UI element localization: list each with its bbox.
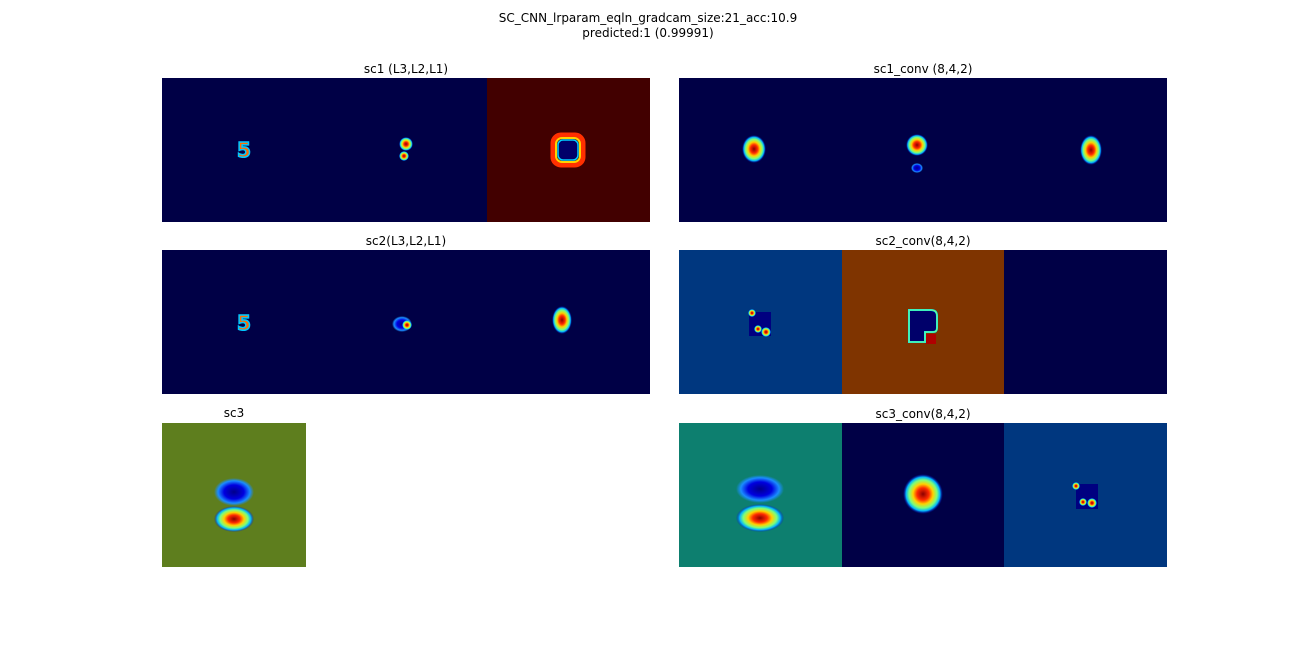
heatmap-sc3-conv xyxy=(679,423,1167,567)
figure-title: SC_CNN_lrparam_eqln_gradcam_size:21_acc:… xyxy=(0,11,1296,41)
svg-text:5: 5 xyxy=(237,138,251,162)
panel-title-sc3-conv: sc3_conv(8,4,2) xyxy=(875,407,971,421)
heatmap-sc2-conv xyxy=(679,250,1167,394)
figure-title-line2: predicted:1 (0.99991) xyxy=(582,26,714,40)
heatmap-sc1: 5 xyxy=(162,78,650,222)
panel-title-sc2-conv: sc2_conv(8,4,2) xyxy=(875,234,971,248)
panel-title-sc3: sc3 xyxy=(223,406,245,420)
heatmap-sc3 xyxy=(162,423,306,567)
svg-text:5: 5 xyxy=(237,311,251,335)
heatmap-sc2: 5 xyxy=(162,250,650,394)
figure-title-line1: SC_CNN_lrparam_eqln_gradcam_size:21_acc:… xyxy=(498,11,798,25)
panel-title-sc2: sc2(L3,L2,L1) xyxy=(365,234,447,248)
panel-title-sc1-conv: sc1_conv (8,4,2) xyxy=(873,62,973,76)
panel-title-sc1: sc1 (L3,L2,L1) xyxy=(363,62,449,76)
heatmap-sc1-conv xyxy=(679,78,1167,222)
